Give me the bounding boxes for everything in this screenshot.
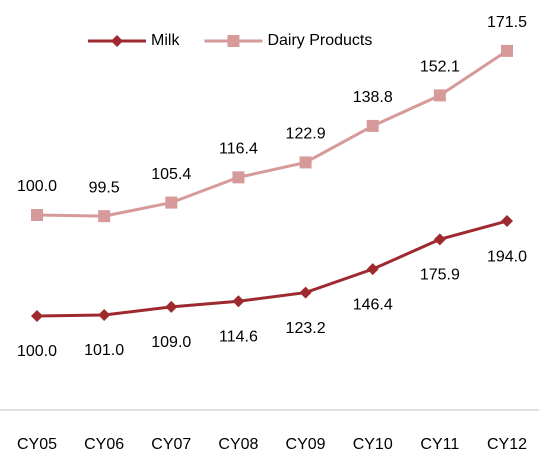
data-point: [165, 300, 178, 313]
data-label: 114.6: [219, 328, 258, 345]
x-tick-label: CY08: [218, 436, 258, 452]
data-label: 100.0: [17, 178, 57, 195]
data-point: [165, 196, 178, 209]
data-label: 171.5: [487, 14, 527, 31]
legend-label: Dairy Products: [267, 32, 372, 49]
data-point: [299, 156, 312, 169]
x-tick-label: CY11: [420, 436, 459, 452]
data-point: [232, 171, 245, 184]
legend-label: Milk: [151, 32, 180, 49]
x-tick-label: CY05: [17, 436, 57, 452]
series-line: [36, 219, 508, 318]
data-label: 123.2: [286, 320, 326, 337]
data-label: 152.1: [420, 59, 460, 76]
data-label: 99.5: [89, 179, 120, 196]
legend-marker: [111, 35, 123, 47]
data-point: [501, 44, 513, 57]
x-tick-label: CY12: [487, 436, 527, 452]
data-label: 122.9: [286, 126, 326, 143]
data-point: [501, 215, 513, 228]
data-label: 100.0: [17, 343, 57, 360]
data-point: [433, 89, 446, 102]
data-label: 175.9: [420, 267, 460, 284]
data-point: [299, 286, 312, 299]
x-tick-label: CY06: [84, 436, 124, 452]
series-line: [36, 49, 508, 218]
data-label: 194.0: [487, 248, 527, 265]
data-label: 138.8: [353, 89, 393, 106]
data-point: [98, 210, 111, 223]
data-point: [232, 295, 245, 308]
data-point: [366, 119, 379, 132]
data-label: 105.4: [151, 166, 191, 183]
data-label: 116.4: [219, 141, 258, 158]
legend-marker: [227, 35, 240, 47]
data-label: 101.0: [84, 342, 124, 359]
data-point: [31, 209, 43, 221]
data-label: 146.4: [353, 296, 393, 313]
data-point: [366, 263, 379, 276]
x-tick-label: CY10: [353, 436, 393, 452]
data-label: 109.0: [151, 334, 191, 351]
data-point: [98, 308, 111, 321]
x-tick-label: CY09: [286, 436, 326, 452]
x-tick-label: CY07: [151, 436, 191, 452]
data-point: [31, 310, 43, 322]
data-point: [433, 233, 446, 246]
